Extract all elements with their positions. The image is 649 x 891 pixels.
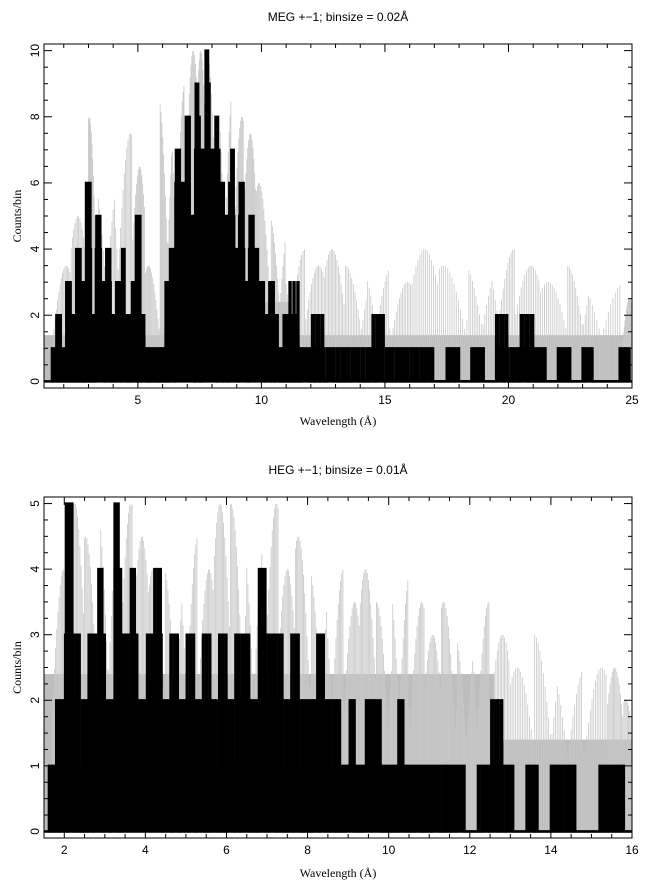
y-tick-label: 3 — [28, 631, 42, 638]
x-tick-label: 4 — [142, 843, 149, 857]
x-tick-label: 10 — [255, 393, 269, 407]
x-tick-label: 25 — [625, 393, 639, 407]
y-axis-label: Counts/bin — [10, 190, 24, 243]
chart-panel-1: 5 10 15 20 25 0 2 4 6 8 10 MEG +−1; binsize = 0.02Å… — [10, 9, 639, 428]
y-tick-label: 10 — [28, 44, 42, 58]
plot-area — [44, 49, 632, 383]
y-axis: 0 1 2 3 4 5 — [28, 500, 632, 835]
x-axis-label: Wavelength (Å) — [300, 866, 377, 880]
y-tick-label: 1 — [28, 762, 42, 769]
counts-path — [47, 502, 632, 833]
y-tick-label: 8 — [28, 113, 42, 120]
y-axis: 0 2 4 6 8 10 — [28, 44, 632, 385]
plot-area — [44, 502, 632, 833]
x-tick-label: 5 — [135, 393, 142, 407]
x-tick-label: 10 — [382, 843, 396, 857]
y-tick-label: 2 — [28, 697, 42, 704]
y-tick-label: 4 — [28, 245, 42, 252]
y-axis-label: Counts/bin — [10, 641, 24, 694]
x-tick-label: 6 — [223, 843, 230, 857]
x-tick-label: 20 — [502, 393, 516, 407]
x-axis-label: Wavelength (Å) — [300, 414, 377, 428]
y-tick-label: 0 — [28, 828, 42, 835]
counts-histogram — [44, 502, 632, 833]
x-axis: 5 10 15 20 25 — [63, 44, 639, 407]
x-tick-label: 12 — [463, 843, 477, 857]
y-tick-label: 4 — [28, 565, 42, 572]
counts-histogram — [44, 49, 632, 383]
y-tick-label: 0 — [28, 378, 42, 385]
x-tick-label: 15 — [378, 393, 392, 407]
y-tick-label: 6 — [28, 179, 42, 186]
x-tick-label: 14 — [544, 843, 558, 857]
chart-title: MEG +−1; binsize = 0.02Å — [268, 9, 408, 24]
chart-title: HEG +−1; binsize = 0.01Å — [268, 462, 407, 477]
y-tick-label: 2 — [28, 312, 42, 319]
x-axis: 2 4 6 8 10 12 14 16 — [43, 497, 639, 857]
x-tick-label: 16 — [625, 843, 639, 857]
x-tick-label: 2 — [61, 843, 68, 857]
x-tick-label: 8 — [304, 843, 311, 857]
y-tick-label: 5 — [28, 500, 42, 507]
